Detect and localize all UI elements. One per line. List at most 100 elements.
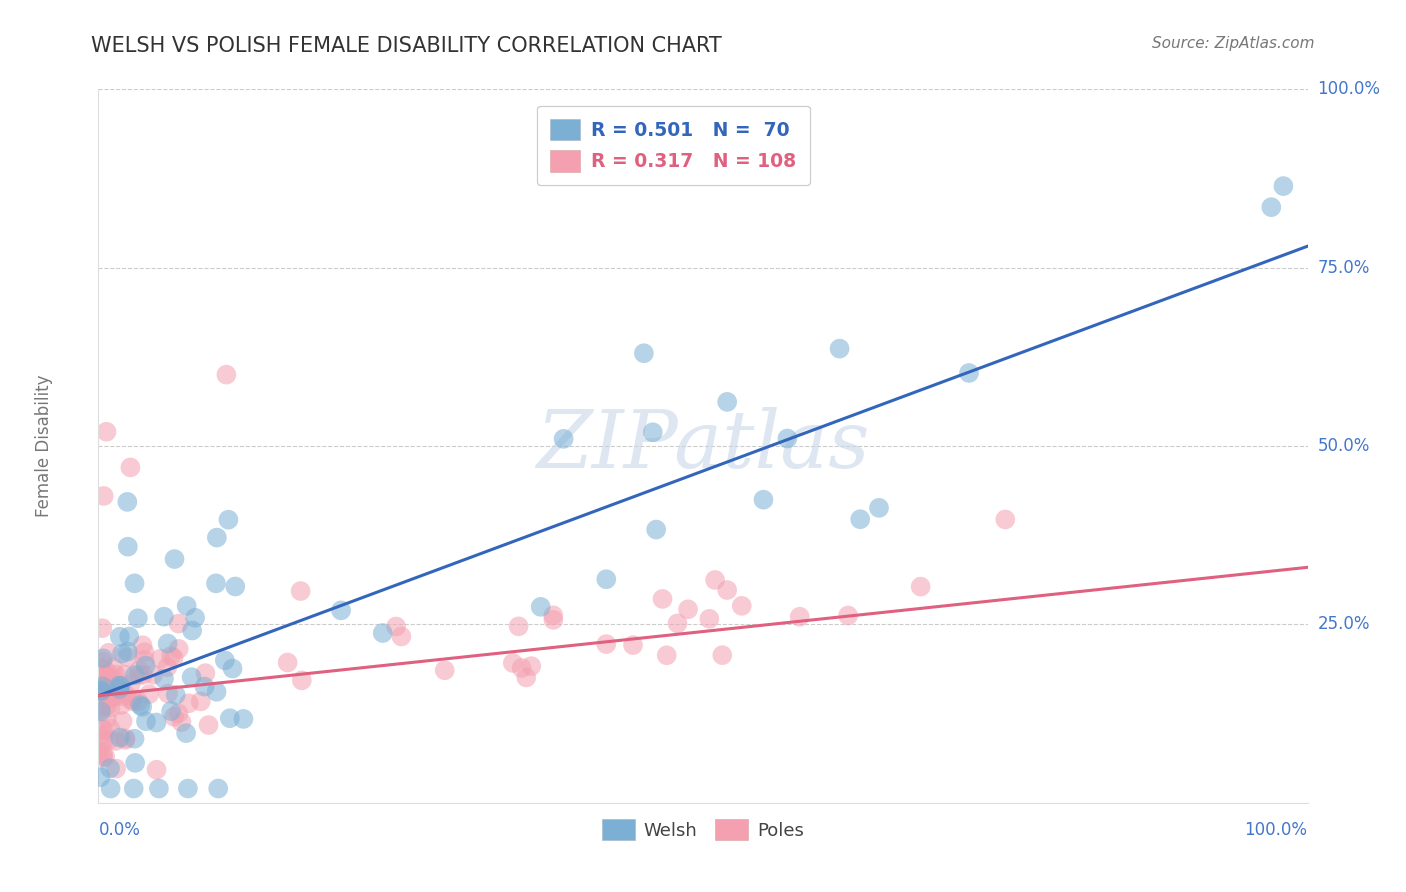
Point: [530, 599, 553, 614]
Point: [103, 687, 125, 701]
Point: [127, 611, 149, 625]
Point: [1272, 179, 1295, 194]
Point: [91, 723, 114, 737]
Point: [163, 710, 186, 724]
Point: [149, 651, 172, 665]
Point: [837, 608, 859, 623]
Point: [205, 576, 228, 591]
Point: [163, 650, 186, 665]
Point: [676, 602, 699, 616]
Point: [87, 747, 110, 762]
Point: [104, 673, 127, 687]
Point: [117, 650, 139, 665]
Point: [108, 679, 131, 693]
Point: [645, 523, 668, 537]
Point: [135, 714, 157, 729]
Text: Female Disability: Female Disability: [35, 375, 53, 517]
Point: [111, 690, 134, 704]
Point: [167, 641, 190, 656]
Text: Source: ZipAtlas.com: Source: ZipAtlas.com: [1152, 36, 1315, 51]
Point: [128, 664, 150, 678]
Point: [120, 676, 142, 690]
Point: [90, 683, 112, 698]
Point: [194, 666, 217, 681]
Point: [87, 676, 110, 690]
Point: [160, 649, 183, 664]
Point: [103, 690, 125, 704]
Point: [117, 540, 139, 554]
Point: [205, 531, 228, 545]
Point: [716, 395, 738, 409]
Point: [96, 683, 118, 698]
Point: [232, 712, 254, 726]
Point: [91, 621, 114, 635]
Point: [131, 638, 153, 652]
Point: [93, 667, 115, 681]
Point: [156, 636, 179, 650]
Point: [789, 609, 811, 624]
Point: [221, 661, 243, 675]
Point: [121, 694, 143, 708]
Point: [108, 681, 131, 696]
Point: [96, 425, 118, 439]
Point: [731, 599, 754, 613]
Point: [207, 781, 229, 796]
Point: [91, 679, 114, 693]
Point: [291, 673, 314, 688]
Point: [553, 432, 575, 446]
Point: [100, 781, 122, 796]
Point: [197, 718, 219, 732]
Point: [180, 670, 202, 684]
Point: [93, 489, 115, 503]
Point: [595, 637, 617, 651]
Point: [621, 638, 644, 652]
Point: [145, 715, 167, 730]
Point: [93, 723, 115, 737]
Text: WELSH VS POLISH FEMALE DISABILITY CORRELATION CHART: WELSH VS POLISH FEMALE DISABILITY CORREL…: [91, 36, 723, 55]
Point: [520, 659, 543, 673]
Point: [910, 580, 932, 594]
Point: [124, 731, 146, 746]
Point: [433, 663, 456, 677]
Point: [100, 701, 122, 715]
Point: [177, 781, 200, 796]
Point: [91, 750, 114, 764]
Point: [193, 680, 215, 694]
Point: [174, 726, 197, 740]
Point: [117, 495, 139, 509]
Point: [124, 576, 146, 591]
Point: [111, 714, 134, 728]
Point: [89, 770, 111, 784]
Point: [96, 689, 118, 703]
Point: [176, 599, 198, 613]
Point: [160, 704, 183, 718]
Point: [96, 693, 118, 707]
Point: [330, 603, 353, 617]
Point: [994, 512, 1017, 526]
Point: [138, 687, 160, 701]
Point: [114, 687, 136, 701]
Point: [666, 616, 689, 631]
Point: [165, 688, 187, 702]
Point: [957, 366, 980, 380]
Point: [217, 513, 239, 527]
Point: [105, 667, 128, 681]
Point: [641, 425, 664, 440]
Point: [128, 667, 150, 681]
Point: [167, 616, 190, 631]
Point: [214, 653, 236, 667]
Point: [121, 692, 143, 706]
Legend: Welsh, Poles: Welsh, Poles: [595, 812, 811, 847]
Point: [170, 715, 193, 730]
Point: [132, 668, 155, 682]
Point: [167, 706, 190, 721]
Point: [849, 512, 872, 526]
Point: [776, 432, 799, 446]
Point: [93, 733, 115, 747]
Point: [120, 460, 142, 475]
Point: [110, 679, 132, 693]
Point: [633, 346, 655, 360]
Point: [515, 670, 537, 684]
Point: [828, 342, 851, 356]
Point: [90, 701, 112, 715]
